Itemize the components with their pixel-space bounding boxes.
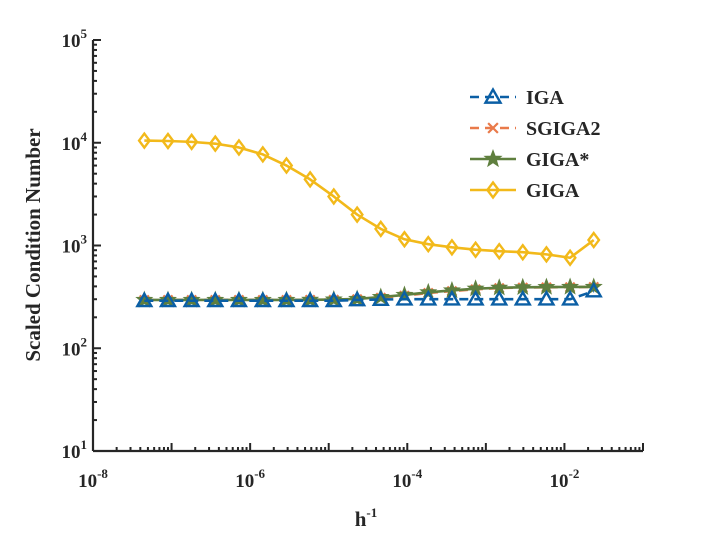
legend-marker-sgiga2 [487, 122, 499, 134]
series-iga-point [182, 291, 201, 308]
series-giga-point [253, 290, 272, 308]
series-giga-point [468, 240, 483, 259]
y-tick-label: 103 [62, 232, 88, 258]
series-iga-point [537, 289, 556, 306]
series-iga-point [158, 291, 178, 308]
series-giga-point [348, 289, 367, 307]
series-giga-point [516, 243, 530, 262]
series-giga-point [327, 187, 341, 206]
series-iga-point [584, 281, 603, 298]
series-giga-point [208, 134, 223, 153]
x-tick-label: 10-2 [550, 466, 580, 492]
x-axis-label-base: h [355, 507, 367, 531]
series-iga-point [442, 289, 461, 306]
series-iga-point [395, 289, 414, 306]
legend-label-iga: IGA [526, 87, 564, 109]
x-tick-label: 10-4 [392, 466, 422, 492]
y-tick-label: 104 [62, 129, 88, 155]
series-giga-point [158, 290, 178, 308]
legend-item-sgiga2: SGIGA2 [470, 118, 600, 140]
legend-label-giga: GIGA [526, 180, 580, 202]
series-iga-point [277, 291, 296, 308]
x-axis-label: h-1 [355, 505, 378, 531]
series-giga-point [397, 230, 412, 249]
x-tick-label: 10-8 [78, 466, 108, 492]
series-giga-point [256, 145, 270, 164]
series-iga-point [419, 289, 438, 306]
legend-marker-giga [485, 180, 501, 200]
series-giga-point [350, 205, 364, 224]
series-giga-point [137, 131, 152, 150]
series-giga-point [206, 290, 225, 308]
series-iga-point [324, 291, 343, 308]
y-axis-label: Scaled Condition Number [21, 128, 45, 361]
series-iga-point [253, 291, 272, 308]
series-iga-point [466, 289, 485, 306]
series-giga-point [279, 156, 294, 175]
series-giga-point [303, 170, 317, 189]
series-giga-point [135, 290, 154, 308]
series-iga-point [561, 289, 580, 306]
series-giga-point [184, 132, 199, 151]
series-giga-point [277, 290, 296, 308]
legend-label-giga: GIGA* [526, 149, 589, 171]
y-tick-label: 102 [62, 334, 88, 360]
series-iga-point [135, 291, 154, 308]
y-tick-label: 101 [62, 437, 88, 463]
series-iga-point [371, 290, 390, 306]
legend-label-sgiga2: SGIGA2 [526, 118, 600, 140]
series-giga [137, 131, 601, 267]
series-iga-point [513, 289, 532, 306]
legend-item-giga: GIGA [470, 180, 580, 202]
series-giga-point [445, 238, 459, 257]
series-giga-point [324, 290, 343, 308]
series-giga-point [161, 131, 175, 150]
series-giga-point [442, 280, 461, 299]
legend: IGA SGIGA2 GIGA* GIGA [470, 87, 600, 202]
x-axis-label-exp: -1 [366, 505, 377, 520]
y-tick-label: 105 [62, 26, 88, 52]
series-iga-point [490, 289, 509, 306]
series-layer [135, 131, 603, 308]
series-iga-point [206, 291, 225, 308]
series-giga-point [539, 245, 554, 264]
series-iga-point [348, 290, 367, 307]
series-giga-point [492, 242, 506, 261]
series-giga-point [232, 138, 246, 157]
series-iga [135, 281, 603, 308]
series-giga-point [421, 235, 436, 254]
series-iga-point [229, 291, 249, 308]
series-giga-point [182, 290, 201, 308]
axes: 101 102 103 104 105 10-8 10-6 10-4 10-2 [62, 26, 644, 492]
series-giga-point [371, 287, 390, 305]
series-giga-point [563, 248, 577, 267]
x-tick-label: 10-6 [235, 466, 265, 492]
series-giga [135, 277, 603, 308]
series-giga-point [586, 231, 601, 250]
legend-marker-giga [483, 148, 503, 168]
legend-item-iga: IGA [470, 87, 564, 109]
legend-item-giga: GIGA* [470, 148, 589, 171]
series-giga-point [301, 290, 320, 308]
legend-marker-iga [483, 87, 503, 104]
series-giga-point [229, 290, 248, 308]
series-iga-point [301, 291, 320, 308]
series-giga-point [374, 219, 388, 238]
